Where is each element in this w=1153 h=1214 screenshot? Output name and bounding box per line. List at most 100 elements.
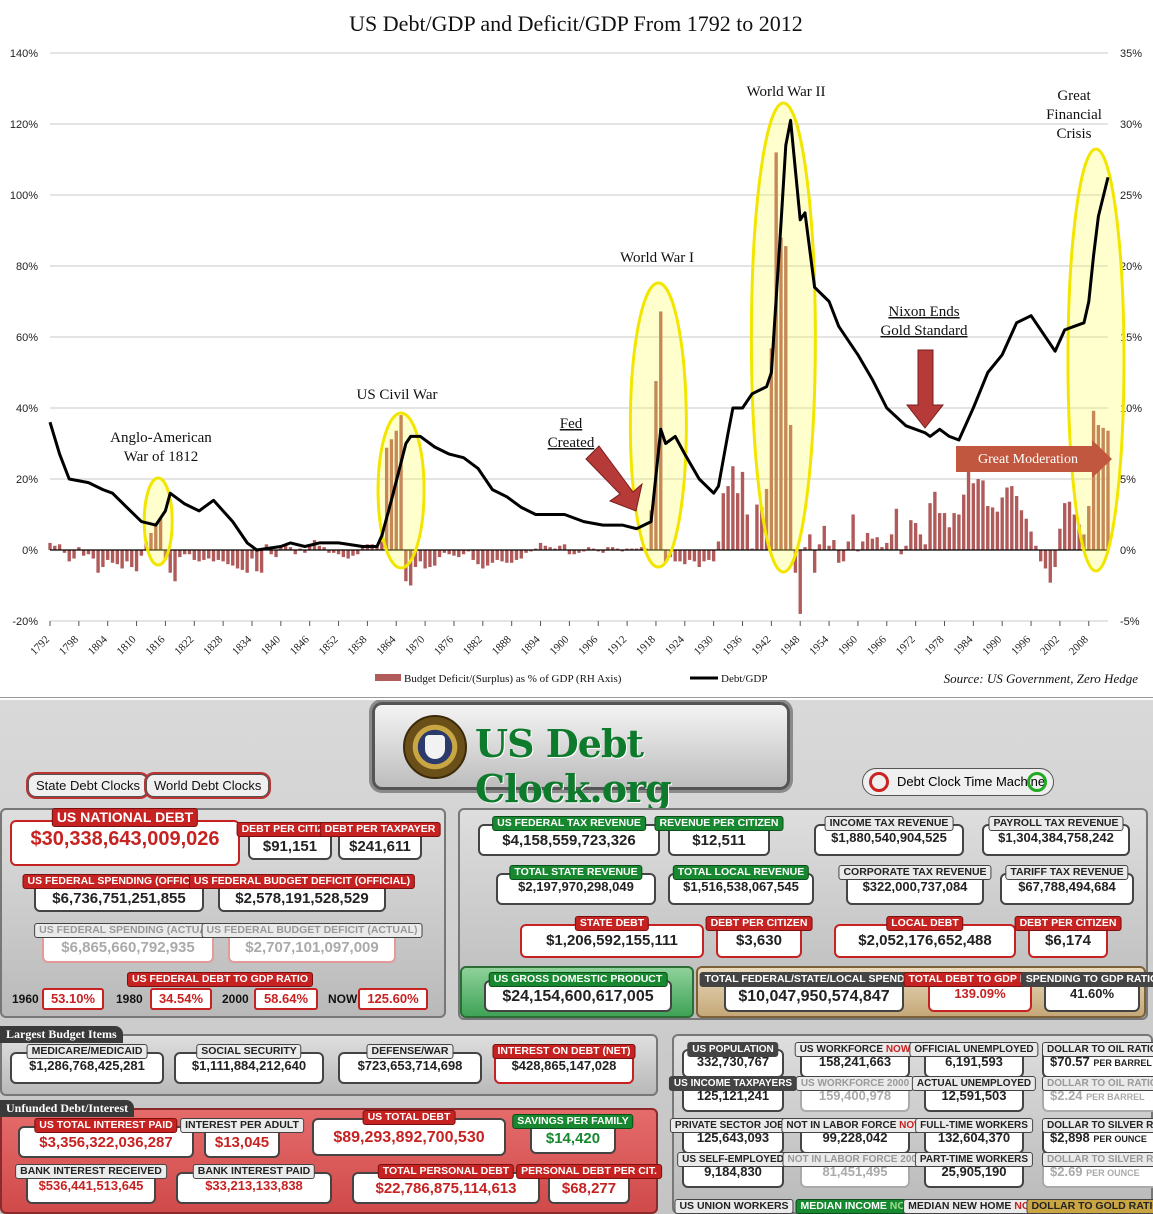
deficit-bar: [610, 547, 615, 550]
nixon-arrow-icon: [905, 349, 945, 429]
deficit-bar: [168, 550, 172, 573]
state-debt-per-box: DEBT PER CITIZEN $3,630: [705, 916, 813, 958]
deficit-bar: [606, 547, 610, 550]
deficit-bar: [788, 425, 793, 550]
state-debt-clocks-button[interactable]: State Debt Clocks: [28, 774, 149, 797]
deficit-bar: [909, 520, 913, 550]
deficit-bar: [466, 550, 471, 552]
deficit-bar: [485, 550, 490, 566]
payroll-tax-box: PAYROLL TAX REVENUE $1,304,384,758,242: [982, 816, 1130, 856]
income-tax-label: INCOME TAX REVENUE: [824, 816, 954, 831]
deficit-bar: [543, 545, 548, 550]
y-right-tick: -5%: [1120, 616, 1140, 628]
deficit-bar: [1024, 518, 1028, 550]
silver-ratio-box: DOLLAR TO SILVER RATIO $2,898 PER OUNCE: [1042, 1118, 1153, 1154]
deficit-bar: [913, 523, 918, 550]
ratio-tag-now: NOW: [328, 992, 358, 1006]
debt-clock-screenshot: US Debt Clock.org State Debt Clocks Worl…: [0, 700, 1153, 1214]
interest-paid-label: US TOTAL INTEREST PAID: [34, 1118, 178, 1133]
deficit-bar: [86, 550, 91, 555]
deficit-bar: [591, 548, 596, 550]
interest-net-label: INTEREST ON DEBT (NET): [492, 1044, 636, 1059]
deficit-bar: [553, 548, 557, 550]
deficit-bar: [1014, 496, 1019, 550]
deficit-bar: [274, 550, 278, 558]
personal-debt-cit-label: PERSONAL DEBT PER CIT.: [516, 1164, 662, 1179]
highlight-ellipse: [1066, 147, 1126, 573]
deficit-bar: [53, 545, 57, 550]
silver-ratio-2-label: DOLLAR TO SILVER RATIO: [1042, 1152, 1153, 1167]
private-jobs-label: PRIVATE SECTOR JOBS: [669, 1118, 797, 1133]
deficit-bar: [1005, 487, 1009, 550]
deficit-bar: [889, 534, 894, 550]
deficit-bar: [57, 544, 62, 550]
deficit-official-label: US FEDERAL BUDGET DEFICIT (OFFICIAL): [188, 874, 416, 889]
revenue-per-citizen-box: REVENUE PER CITIZEN $12,511: [654, 816, 784, 856]
total-spending-label: TOTAL FEDERAL/STATE/LOCAL SPENDING: [699, 972, 929, 987]
deficit-bar: [130, 550, 134, 568]
deficit-bar: [538, 542, 543, 550]
local-debt-per-box: DEBT PER CITIZEN $6,174: [1014, 916, 1122, 958]
self-employed-box: US SELF-EMPLOYED 9,184,830: [677, 1152, 789, 1188]
not-in-labor-force-2000-label: NOT IN LABOR FORCE 2000: [782, 1152, 928, 1167]
seal-icon: [403, 715, 467, 779]
deficit-bar: [678, 550, 682, 562]
income-tax-box: INCOME TAX REVENUE $1,880,540,904,525: [814, 816, 964, 856]
deficit-bar: [471, 550, 475, 560]
x-tick-label: 1924: [663, 633, 687, 657]
actual-unemployed-label: ACTUAL UNEMPLOYED: [911, 1076, 1037, 1091]
deficit-bar: [601, 550, 605, 553]
deficit-bar: [697, 550, 701, 568]
ratio-value-now: 125.60%: [358, 988, 428, 1010]
state-debt-per-label: DEBT PER CITIZEN: [705, 916, 813, 931]
deficit-bar: [457, 550, 461, 558]
bank-received-label: BANK INTEREST RECEIVED: [15, 1164, 167, 1179]
annotation-text: Gold Standard: [880, 323, 968, 339]
deficit-bar: [798, 550, 802, 614]
workforce-2000-label: US WORKFORCE 2000: [795, 1076, 915, 1091]
y-left-tick: 100%: [10, 190, 38, 202]
deficit-bar: [1034, 545, 1038, 550]
deficit-bar: [774, 152, 778, 550]
deficit-bar: [134, 550, 139, 572]
x-tick-label: 1942: [749, 634, 773, 658]
interest-adult-label: INTEREST PER ADULT: [180, 1118, 304, 1133]
deficit-bar: [582, 550, 586, 552]
x-axis: 1792 1798 1804 1810 1816 1822 1828 1834 1840 1846…: [28, 621, 1091, 658]
deficit-bar: [322, 547, 326, 550]
full-time-box: FULL-TIME WORKERS 132,604,370: [915, 1118, 1033, 1154]
deficit-bar: [187, 550, 192, 555]
actual-unemployed-box: ACTUAL UNEMPLOYED 12,591,503: [911, 1076, 1037, 1112]
savings-family-label: SAVINGS PER FAMILY: [512, 1114, 634, 1129]
local-debt-per-label: DEBT PER CITIZEN: [1014, 916, 1122, 931]
not-in-labor-force-2000-box: NOT IN LABOR FORCE 2000 81,451,495: [782, 1152, 928, 1188]
deficit-bar: [899, 550, 903, 555]
deficit-bar: [962, 494, 966, 550]
logo-plate[interactable]: US Debt Clock.org: [372, 702, 790, 811]
deficit-bar: [91, 550, 95, 559]
spending-actual-label: US FEDERAL SPENDING (ACTUAL): [34, 923, 222, 938]
personal-debt-box: TOTAL PERSONAL DEBT $22,786,875,114,613: [352, 1164, 540, 1204]
eagle-icon: [425, 735, 445, 759]
deficit-bar: [139, 550, 144, 556]
deficit-bar: [947, 527, 951, 550]
time-machine-button[interactable]: Debt Clock Time Machine: [862, 768, 1054, 796]
deficit-bar: [447, 550, 451, 555]
local-debt-label: LOCAL DEBT: [886, 916, 964, 931]
deficit-bar: [77, 547, 81, 550]
great-moderation-arrow-icon: [956, 440, 1112, 478]
debt-per-citizen-label: DEBT PER CITIZEN: [236, 822, 344, 837]
y-right-tick: 25%: [1120, 190, 1142, 202]
deficit-bar: [1087, 505, 1091, 550]
deficit-bar: [211, 550, 216, 562]
deficit-bar: [1101, 427, 1105, 550]
deficit-bar: [408, 550, 413, 586]
deficit-bar: [380, 541, 384, 550]
deficit-official-box: US FEDERAL BUDGET DEFICIT (OFFICIAL) $2,…: [188, 874, 416, 912]
deficit-bar: [110, 550, 115, 563]
deficit-bar: [356, 550, 360, 555]
spending-gdp-box: SPENDING TO GDP RATIO 41.60%: [1020, 972, 1153, 1012]
world-debt-clocks-button[interactable]: World Debt Clocks: [146, 774, 270, 797]
fed-arrow-icon: [585, 445, 643, 512]
personal-debt-label: TOTAL PERSONAL DEBT: [377, 1164, 515, 1179]
